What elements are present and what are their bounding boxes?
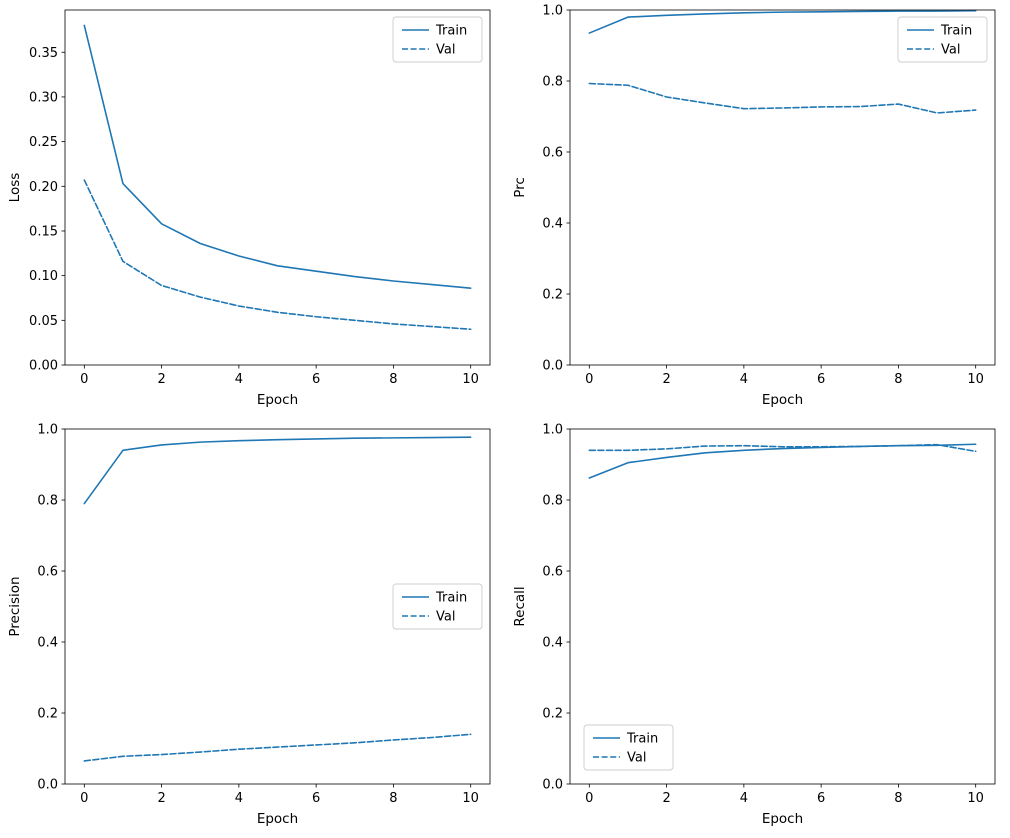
y-tick-label: 0.30 xyxy=(29,90,58,105)
plot-area xyxy=(570,10,995,365)
train-line-precision xyxy=(83,436,472,505)
y-tick-label: 1.0 xyxy=(542,4,563,19)
x-tick-label: 4 xyxy=(740,791,748,806)
y-axis-label-loss: Loss xyxy=(7,173,23,203)
y-tick-label: 0.00 xyxy=(29,359,58,374)
x-tick-label: 0 xyxy=(80,791,88,806)
x-tick-label: 8 xyxy=(389,372,397,387)
x-axis-label-recall: Epoch xyxy=(762,811,803,827)
legend-label-train: Train xyxy=(626,732,658,747)
x-tick-label: 8 xyxy=(894,372,902,387)
y-tick-label: 0.10 xyxy=(29,269,58,284)
y-tick-label: 0.2 xyxy=(37,707,58,722)
val-line-loss xyxy=(83,179,472,331)
x-tick-label: 10 xyxy=(967,372,984,387)
chart-svg-loss: 0 2 4 6 8 10 0.00 0.05 0.10 0.15 0.20 0.25 0.30 0.35 E… xyxy=(7,9,491,408)
y-tick-label: 0.4 xyxy=(37,636,58,651)
x-tick-label: 4 xyxy=(235,791,243,806)
y-tick-label: 0.35 xyxy=(29,46,58,61)
train-line-prc xyxy=(588,9,977,34)
y-tick-label: 0.25 xyxy=(29,135,58,150)
legend-box xyxy=(583,724,674,771)
x-tick-label: 6 xyxy=(817,372,825,387)
x-tick-label: 10 xyxy=(967,791,984,806)
x-axis-label-precision: Epoch xyxy=(257,811,298,827)
legend-label-val: Val xyxy=(941,43,960,58)
x-tick-label: 0 xyxy=(585,372,593,387)
x-tick-label: 2 xyxy=(662,372,670,387)
y-tick-label: 0.20 xyxy=(29,180,58,195)
x-tick-label: 2 xyxy=(157,372,165,387)
val-line-recall xyxy=(588,443,977,453)
x-tick-label: 6 xyxy=(312,791,320,806)
y-axis-label-prc: Prc xyxy=(512,177,528,198)
legend-label-train: Train xyxy=(435,591,467,606)
x-tick-label: 0 xyxy=(585,791,593,806)
axes-spines xyxy=(64,428,491,785)
plot-area xyxy=(65,10,490,365)
legend-label-val: Val xyxy=(627,751,646,766)
legend-label-train: Train xyxy=(435,24,467,39)
y-tick-label: 0.4 xyxy=(542,636,563,651)
axes-spines xyxy=(569,428,996,785)
x-tick-label: 6 xyxy=(312,372,320,387)
x-tick-label: 8 xyxy=(389,791,397,806)
legend-loss: Train Val xyxy=(392,16,483,63)
y-tick-label: 0.8 xyxy=(542,494,563,509)
val-line-precision xyxy=(83,733,472,762)
y-axis-label-recall: Recall xyxy=(512,586,528,626)
legend-recall: Train Val xyxy=(583,724,674,771)
y-tick-label: 0.0 xyxy=(542,778,563,793)
x-tick-label: 2 xyxy=(662,791,670,806)
legend-box xyxy=(392,583,483,630)
x-tick-label: 4 xyxy=(235,372,243,387)
x-tick-label: 2 xyxy=(157,791,165,806)
train-line-loss xyxy=(83,24,472,289)
y-tick-label: 0.0 xyxy=(37,778,58,793)
y-tick-label: 0.6 xyxy=(37,565,58,580)
y-tick-label: 0.8 xyxy=(37,494,58,509)
x-tick-label: 10 xyxy=(462,372,479,387)
y-tick-label: 0.4 xyxy=(542,217,563,232)
axes-spines xyxy=(64,9,491,366)
chart-prc: 0 2 4 6 8 10 0.0 0.2 0.4 0.6 0.8 1.0 Epoch Prc Train Va… xyxy=(505,0,1010,419)
y-tick-label: 0.6 xyxy=(542,146,563,161)
x-tick-label: 8 xyxy=(894,791,902,806)
y-tick-label: 0.2 xyxy=(542,288,563,303)
chart-svg-prc: 0 2 4 6 8 10 0.0 0.2 0.4 0.6 0.8 1.0 Epoch Prc Train Va… xyxy=(512,4,996,408)
y-tick-label: 0.8 xyxy=(542,75,563,90)
legend-label-val: Val xyxy=(436,43,455,58)
val-line-prc xyxy=(588,82,977,114)
legend-box xyxy=(392,16,483,63)
y-tick-label: 0.15 xyxy=(29,224,58,239)
legend-label-train: Train xyxy=(940,24,972,39)
x-tick-label: 0 xyxy=(80,372,88,387)
chart-loss: 0 2 4 6 8 10 0.00 0.05 0.10 0.15 0.20 0.25 0.30 0.35 E… xyxy=(0,0,505,419)
y-tick-label: 1.0 xyxy=(542,423,563,438)
x-tick-label: 4 xyxy=(740,372,748,387)
axes-spines xyxy=(569,9,996,366)
legend-label-val: Val xyxy=(436,610,455,625)
y-axis-label-precision: Precision xyxy=(7,576,23,636)
x-axis-label-loss: Epoch xyxy=(257,392,298,408)
legend-prc: Train Val xyxy=(897,16,988,63)
y-tick-label: 0.6 xyxy=(542,565,563,580)
x-tick-label: 10 xyxy=(462,791,479,806)
y-tick-label: 1.0 xyxy=(37,423,58,438)
x-tick-label: 6 xyxy=(817,791,825,806)
legend-box xyxy=(897,16,988,63)
chart-svg-recall: 0 2 4 6 8 10 0.0 0.2 0.4 0.6 0.8 1.0 Epoch Recall Trai… xyxy=(512,423,996,827)
chart-recall: 0 2 4 6 8 10 0.0 0.2 0.4 0.6 0.8 1.0 Epoch Recall Trai… xyxy=(505,419,1010,838)
y-tick-label: 0.0 xyxy=(542,359,563,374)
y-tick-label: 0.2 xyxy=(542,707,563,722)
legend-precision: Train Val xyxy=(392,583,483,630)
chart-precision: 0 2 4 6 8 10 0.0 0.2 0.4 0.6 0.8 1.0 Epoch Precision T… xyxy=(0,419,505,838)
y-tick-label: 0.05 xyxy=(29,314,58,329)
x-axis-label-prc: Epoch xyxy=(762,392,803,408)
chart-svg-precision: 0 2 4 6 8 10 0.0 0.2 0.4 0.6 0.8 1.0 Epoch Precision T… xyxy=(7,423,491,827)
